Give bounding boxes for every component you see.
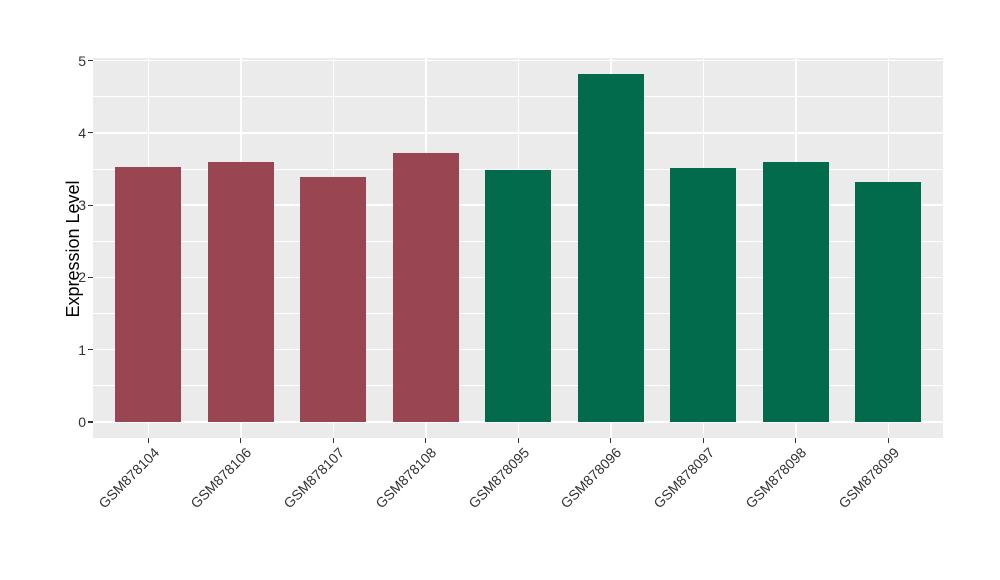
x-tick-mark <box>610 438 612 443</box>
x-tick-label: GSM878107 <box>280 444 348 512</box>
x-tick-label: GSM878106 <box>187 444 255 512</box>
y-tick-label: 3 <box>78 197 86 214</box>
x-tick-mark <box>240 438 242 443</box>
bar-gsm878106 <box>207 162 274 422</box>
y-tick-mark <box>88 276 93 278</box>
x-tick-label: GSM878098 <box>742 444 810 512</box>
x-tick-mark <box>147 438 149 443</box>
bar-gsm878098 <box>762 162 829 422</box>
y-tick-mark <box>88 349 93 351</box>
bar-gsm878104 <box>115 166 182 422</box>
y-tick-mark <box>88 421 93 423</box>
bar-gsm878095 <box>485 170 552 422</box>
x-tick-mark <box>425 438 427 443</box>
x-tick-mark <box>332 438 334 443</box>
bar-gsm878108 <box>392 153 459 422</box>
x-tick-mark <box>795 438 797 443</box>
bar-gsm878107 <box>300 176 367 422</box>
x-tick-label: GSM878099 <box>835 444 903 512</box>
bar-gsm878099 <box>855 181 922 422</box>
y-tick-label: 5 <box>78 52 86 69</box>
x-tick-mark <box>702 438 704 443</box>
y-tick-mark <box>88 204 93 206</box>
x-tick-mark <box>887 438 889 443</box>
x-tick-mark <box>517 438 519 443</box>
y-tick-label: 0 <box>78 414 86 430</box>
x-tick-label: GSM878104 <box>95 444 163 512</box>
x-tick-label: GSM878095 <box>465 444 533 512</box>
y-tick-mark <box>88 59 93 62</box>
y-axis-title: Expression Level <box>63 180 83 318</box>
y-tick-label: 4 <box>78 124 86 141</box>
plot-panel <box>93 58 943 438</box>
bar-gsm878097 <box>670 167 737 422</box>
y-tick-label: 1 <box>78 341 86 358</box>
bar-gsm878096 <box>577 74 644 422</box>
x-tick-label: GSM878108 <box>372 444 440 512</box>
y-tick-label: 2 <box>78 269 86 286</box>
y-tick-mark <box>88 132 93 134</box>
x-tick-label: GSM878097 <box>650 444 718 512</box>
x-tick-label: GSM878096 <box>557 444 625 512</box>
